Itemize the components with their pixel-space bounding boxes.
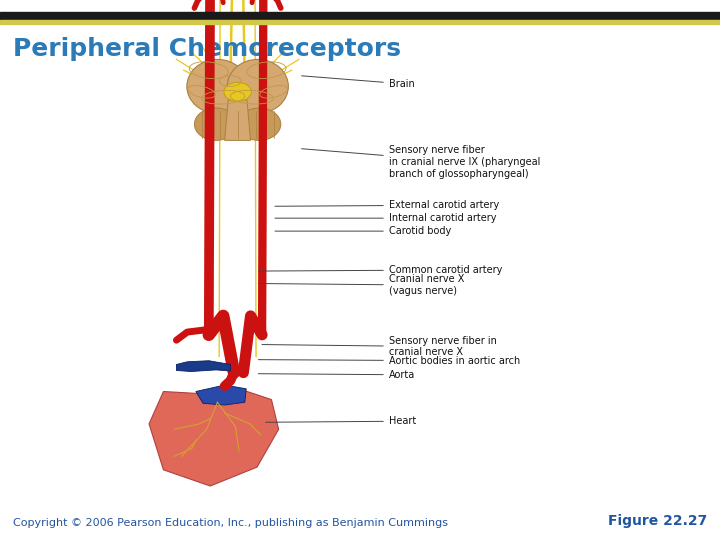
Bar	[0, 12, 720, 19]
Ellipse shape	[228, 59, 289, 113]
Ellipse shape	[224, 82, 251, 102]
Text: Cranial nerve X
(vagus nerve): Cranial nerve X (vagus nerve)	[258, 274, 464, 296]
Text: Aortic bodies in aortic arch: Aortic bodies in aortic arch	[258, 356, 520, 366]
Ellipse shape	[194, 108, 238, 140]
Text: Common carotid artery: Common carotid artery	[258, 265, 502, 275]
Bar	[0, 20, 720, 24]
Text: Heart: Heart	[266, 416, 416, 426]
Text: Aorta: Aorta	[258, 370, 415, 380]
Polygon shape	[149, 389, 279, 486]
Text: Carotid body: Carotid body	[275, 226, 451, 236]
Text: Internal carotid artery: Internal carotid artery	[275, 213, 496, 223]
Text: Peripheral Chemoreceptors: Peripheral Chemoreceptors	[13, 37, 401, 60]
Text: Sensory nerve fiber in
cranial nerve X: Sensory nerve fiber in cranial nerve X	[262, 336, 497, 357]
Text: Copyright © 2006 Pearson Education, Inc., publishing as Benjamin Cummings: Copyright © 2006 Pearson Education, Inc.…	[13, 518, 448, 528]
Text: Brain: Brain	[302, 76, 415, 89]
Polygon shape	[225, 100, 251, 140]
Text: External carotid artery: External carotid artery	[275, 200, 499, 210]
Ellipse shape	[187, 59, 248, 113]
Polygon shape	[196, 385, 246, 405]
Text: Figure 22.27: Figure 22.27	[608, 514, 707, 528]
Text: Sensory nerve fiber
in cranial nerve IX (pharyngeal
branch of glossopharyngeal): Sensory nerve fiber in cranial nerve IX …	[302, 145, 540, 179]
Polygon shape	[176, 361, 230, 372]
Ellipse shape	[238, 108, 281, 140]
